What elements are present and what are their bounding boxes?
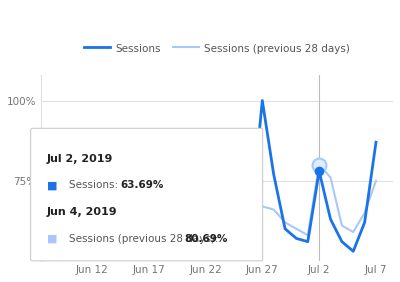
Text: 63.69%: 63.69% (121, 180, 164, 190)
Text: 80.69%: 80.69% (185, 234, 228, 244)
Text: Sessions (previous 28 days):: Sessions (previous 28 days): (69, 234, 221, 244)
Text: Sessions:: Sessions: (69, 180, 121, 190)
Legend: Sessions, Sessions (previous 28 days): Sessions, Sessions (previous 28 days) (80, 39, 354, 58)
Text: Jun 4, 2019: Jun 4, 2019 (47, 207, 117, 217)
Text: ■: ■ (47, 180, 57, 190)
Text: Jul 2, 2019: Jul 2, 2019 (47, 154, 113, 164)
Text: ■: ■ (47, 234, 57, 244)
